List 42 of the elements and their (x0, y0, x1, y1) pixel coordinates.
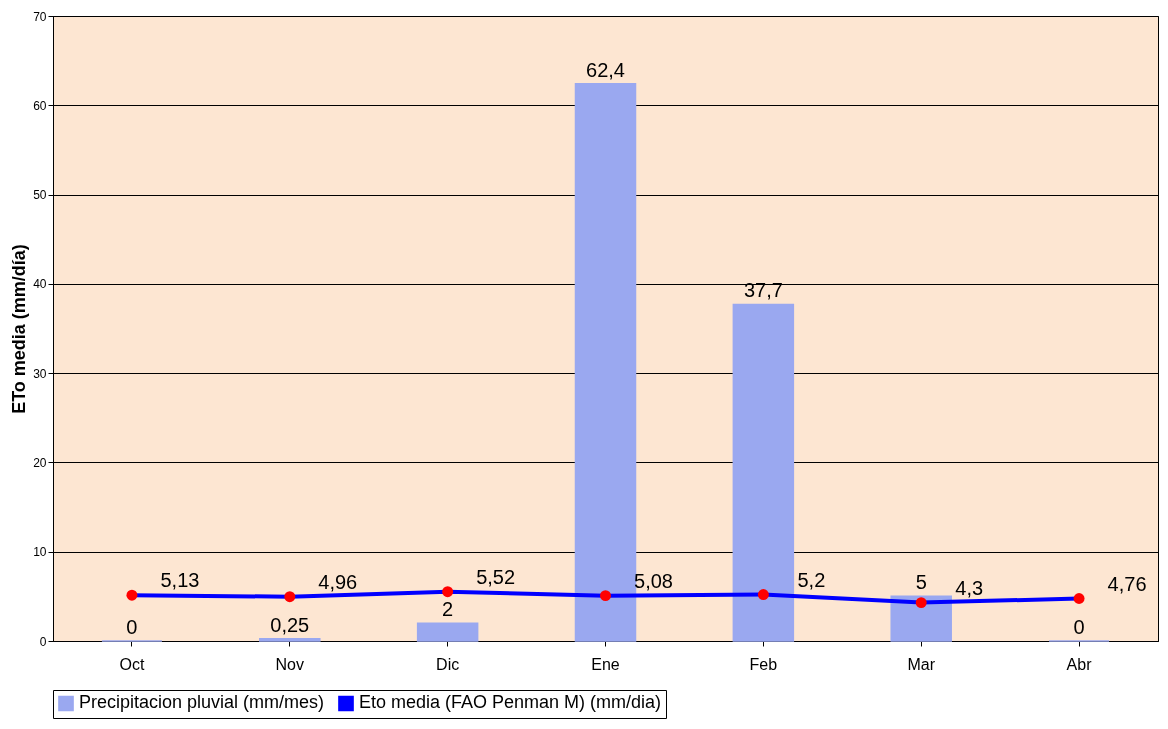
y-axis-title: ETo media (mm/día) (9, 244, 30, 414)
point (284, 591, 296, 603)
point (1073, 593, 1085, 604)
x-tick-label: Abr (1066, 655, 1093, 673)
y-tick-label: 0 (39, 634, 47, 649)
y-tick-label: 50 (33, 188, 47, 203)
bar (416, 622, 479, 642)
x-tick-label: Ene (591, 655, 620, 673)
data-label: 5 (915, 571, 927, 594)
legend-label: Eto media (FAO Penman M) (mm/dia) (359, 692, 662, 713)
bar (732, 303, 795, 642)
data-label: 4,3 (955, 576, 984, 599)
bar (574, 83, 637, 642)
y-tick-label: 30 (33, 366, 47, 381)
x-tick-label: Oct (119, 655, 145, 673)
data-label: 5,2 (797, 568, 826, 591)
point (442, 586, 454, 598)
y-tick-label: 70 (33, 9, 47, 24)
point (757, 589, 769, 601)
data-label: 2 (442, 598, 454, 621)
y-tick-label: 40 (33, 277, 47, 292)
y-tick-label: 20 (33, 455, 47, 470)
x-tick-label: Feb (749, 655, 778, 673)
point (915, 597, 927, 609)
data-label: 5,52 (476, 565, 516, 588)
data-label: 0,25 (270, 613, 310, 636)
data-label: 4,96 (318, 570, 358, 593)
data-label: 5,13 (160, 569, 200, 592)
x-tick-label: Nov (275, 655, 305, 673)
y-tick-label: 10 (33, 545, 47, 560)
bar (259, 638, 321, 642)
point (600, 590, 611, 602)
data-label: 5,08 (634, 569, 673, 592)
data-label: 0 (1073, 616, 1085, 638)
data-label: 0 (126, 616, 138, 638)
legend-label: Precipitacion pluvial (mm/mes) (79, 692, 325, 713)
y-tick-label: 60 (33, 98, 47, 113)
x-tick-label: Mar (907, 655, 936, 673)
data-label: 62,4 (586, 58, 625, 81)
x-tick-label: Dic (436, 655, 460, 673)
data-label: 4,76 (1107, 572, 1147, 595)
point (126, 589, 138, 601)
